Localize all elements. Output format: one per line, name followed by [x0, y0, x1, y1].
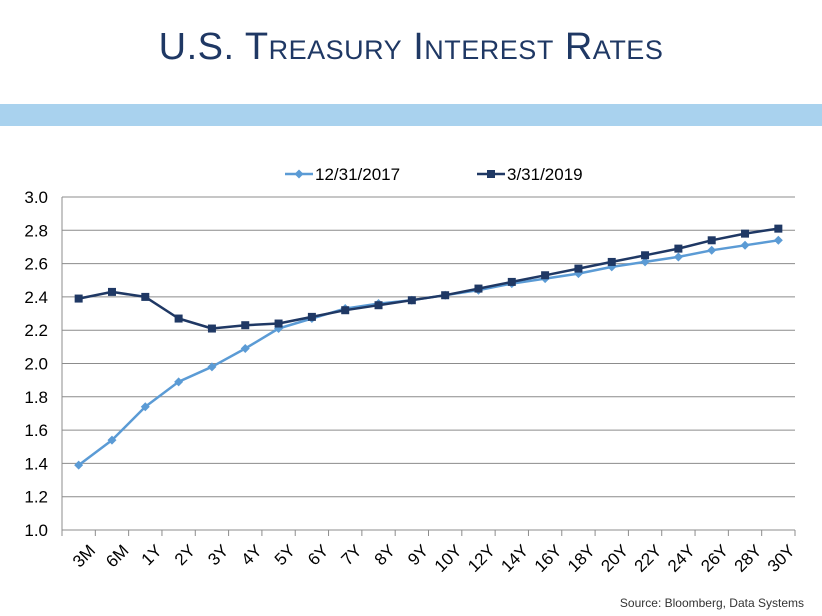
x-tick-label: 3Y [204, 541, 232, 569]
data-point [307, 312, 316, 321]
x-tick-label: 10Y [431, 541, 466, 576]
y-tick-label: 1.8 [24, 388, 48, 407]
data-point [507, 277, 516, 286]
x-tick-label: 9Y [404, 541, 432, 569]
x-tick-label: 26Y [697, 541, 732, 576]
data-point [107, 435, 117, 445]
x-tick-label: 22Y [631, 541, 666, 576]
x-tick-label: 14Y [497, 541, 532, 576]
x-tick-label: 2Y [171, 541, 199, 569]
x-tick-label: 30Y [764, 541, 799, 576]
x-tick-label: 28Y [731, 541, 766, 576]
x-tick-label: 16Y [531, 541, 566, 576]
data-point [741, 229, 750, 238]
y-tick-label: 3.0 [24, 188, 48, 207]
page-title: U.S. Treasury Interest Rates [158, 26, 664, 68]
series-line-2 [78, 227, 779, 330]
data-point [574, 264, 583, 273]
y-tick-label: 2.0 [24, 355, 48, 374]
data-point [707, 245, 717, 255]
x-tick-label: 7Y [338, 541, 366, 569]
y-tick-label: 2.8 [24, 221, 48, 240]
data-point [140, 402, 150, 412]
data-point [107, 287, 116, 296]
x-tick-label: 3M [69, 541, 99, 571]
y-axis-ticks: 1.0 1.2 1.4 1.6 1.8 2.0 2.2 2.4 2.6 2.8 3.0 [24, 188, 48, 540]
y-tick-label: 2.4 [24, 288, 48, 307]
x-tick-label: 6M [102, 541, 132, 571]
data-point [207, 324, 216, 333]
y-tick-label: 2.6 [24, 255, 48, 274]
axes [61, 197, 796, 536]
legend-label-1: 12/31/2017 [315, 165, 400, 184]
legend: 12/31/2017 3/31/2019 [285, 165, 583, 184]
data-point [274, 319, 283, 328]
data-point [673, 252, 683, 262]
data-point [640, 257, 650, 267]
data-point [541, 271, 550, 280]
y-tick-label: 1.4 [24, 454, 48, 473]
series-line-1 [77, 239, 779, 467]
x-tick-label: 8Y [371, 541, 399, 569]
data-point [241, 321, 250, 330]
x-tick-label: 6Y [304, 541, 332, 569]
data-point [773, 235, 783, 245]
x-tick-label: 5Y [271, 541, 299, 569]
data-point [74, 460, 84, 470]
y-tick-label: 1.6 [24, 421, 48, 440]
data-point [341, 306, 350, 315]
data-point [174, 377, 184, 387]
x-tick-label: 4Y [238, 541, 266, 569]
legend-label-2: 3/31/2019 [507, 165, 583, 184]
source-note: Source: Bloomberg, Data Systems [619, 596, 804, 610]
data-point [641, 251, 650, 260]
x-tick-label: 1Y [138, 541, 166, 569]
x-tick-label: 24Y [664, 541, 699, 576]
data-point [707, 236, 716, 245]
data-point [240, 344, 250, 354]
data-point [374, 301, 383, 310]
data-point [441, 291, 450, 300]
data-point [474, 284, 483, 293]
x-axis-ticks: 3M 6M 1Y 2Y 3Y 4Y 5Y 6Y 7Y 8Y 9Y10Y12Y14Y16Y18Y20Y… [69, 541, 799, 576]
y-tick-label: 2.2 [24, 321, 48, 340]
data-point [674, 244, 683, 253]
data-point [607, 257, 616, 266]
data-point [407, 296, 416, 305]
x-tick-label: 20Y [597, 541, 632, 576]
x-tick-label: 12Y [464, 541, 499, 576]
data-point [141, 292, 150, 301]
y-tick-label: 1.2 [24, 488, 48, 507]
legend-marker [294, 169, 304, 179]
data-point [774, 224, 783, 233]
data-point [174, 314, 183, 323]
x-tick-label: 18Y [564, 541, 599, 576]
y-tick-label: 1.0 [24, 521, 48, 540]
legend-marker [487, 170, 495, 178]
title-band [0, 104, 822, 126]
series-lines [74, 224, 783, 470]
data-point [740, 240, 750, 250]
data-point [74, 294, 83, 303]
data-point [207, 362, 217, 372]
